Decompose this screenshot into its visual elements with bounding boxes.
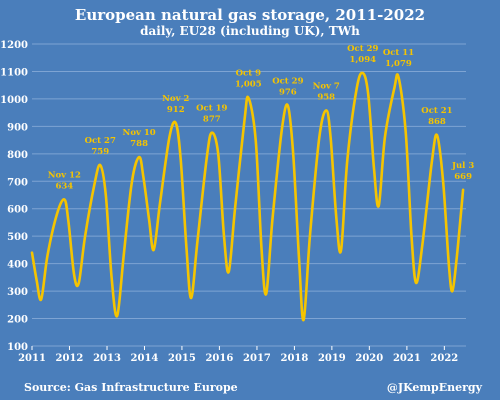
peak-date-label: Oct 11 [383,48,414,58]
x-tick-label: 2020 [355,353,383,364]
peak-date-label: Oct 19 [196,104,227,114]
y-tick-label: 1200 [0,40,28,51]
peak-date-label: Nov 10 [123,128,156,138]
author-credit: @JKempEnergy [386,381,482,394]
x-tick-label: 2019 [318,353,346,364]
peak-date-label: Oct 21 [421,106,452,116]
y-tick-label: 500 [7,232,28,243]
peak-value-label: 634 [55,181,73,191]
peak-date-label: Oct 29 [272,76,303,86]
y-tick-label: 900 [7,122,28,133]
y-tick-label: 300 [7,287,28,298]
chart-title: European natural gas storage, 2011-2022 [74,6,426,24]
x-tick-label: 2013 [93,353,121,364]
y-tick-label: 800 [7,150,28,161]
peak-date-label: Jul 3 [451,161,474,171]
y-tick-label: 1100 [0,67,28,78]
x-tick-label: 2021 [393,353,421,364]
peak-date-label: Oct 9 [236,69,261,79]
x-tick-label: 2015 [168,353,196,364]
peak-date-label: Oct 29 [347,44,378,54]
y-tick-label: 700 [7,177,28,188]
peak-value-label: 1,079 [385,59,412,69]
x-tick-label: 2014 [131,353,159,364]
peak-date-label: Nov 12 [48,170,81,180]
y-tick-label: 400 [7,260,28,271]
peak-value-label: 868 [428,117,446,127]
x-tick-label: 2012 [56,353,84,364]
x-tick-label: 2022 [430,353,458,364]
y-tick-label: 200 [7,315,28,326]
series-line [30,71,465,322]
y-tick-label: 1000 [0,95,28,106]
peak-date-label: Nov 2 [162,94,189,104]
x-tick-label: 2016 [205,353,233,364]
y-tick-label: 100 [7,342,28,353]
x-tick-label: 2017 [243,353,271,364]
peak-date-label: Oct 27 [85,136,116,146]
peak-value-label: 976 [279,87,297,97]
chart-subtitle: daily, EU28 (including UK), TWh [140,24,360,38]
x-tick-label: 2018 [280,353,308,364]
peak-date-label: Nov 7 [313,81,340,91]
peak-value-label: 788 [130,139,148,149]
source-note: Source: Gas Infrastructure Europe [24,381,238,394]
y-tick-label: 600 [7,205,28,216]
peak-value-label: 877 [203,115,221,125]
peak-value-label: 912 [167,105,185,115]
peak-value-label: 759 [91,147,109,157]
peak-value-label: 1,005 [235,80,262,90]
peak-value-label: 669 [454,172,472,182]
x-tick-label: 2011 [18,353,46,364]
peak-value-label: 1,094 [349,55,376,65]
peak-value-label: 958 [317,92,335,102]
